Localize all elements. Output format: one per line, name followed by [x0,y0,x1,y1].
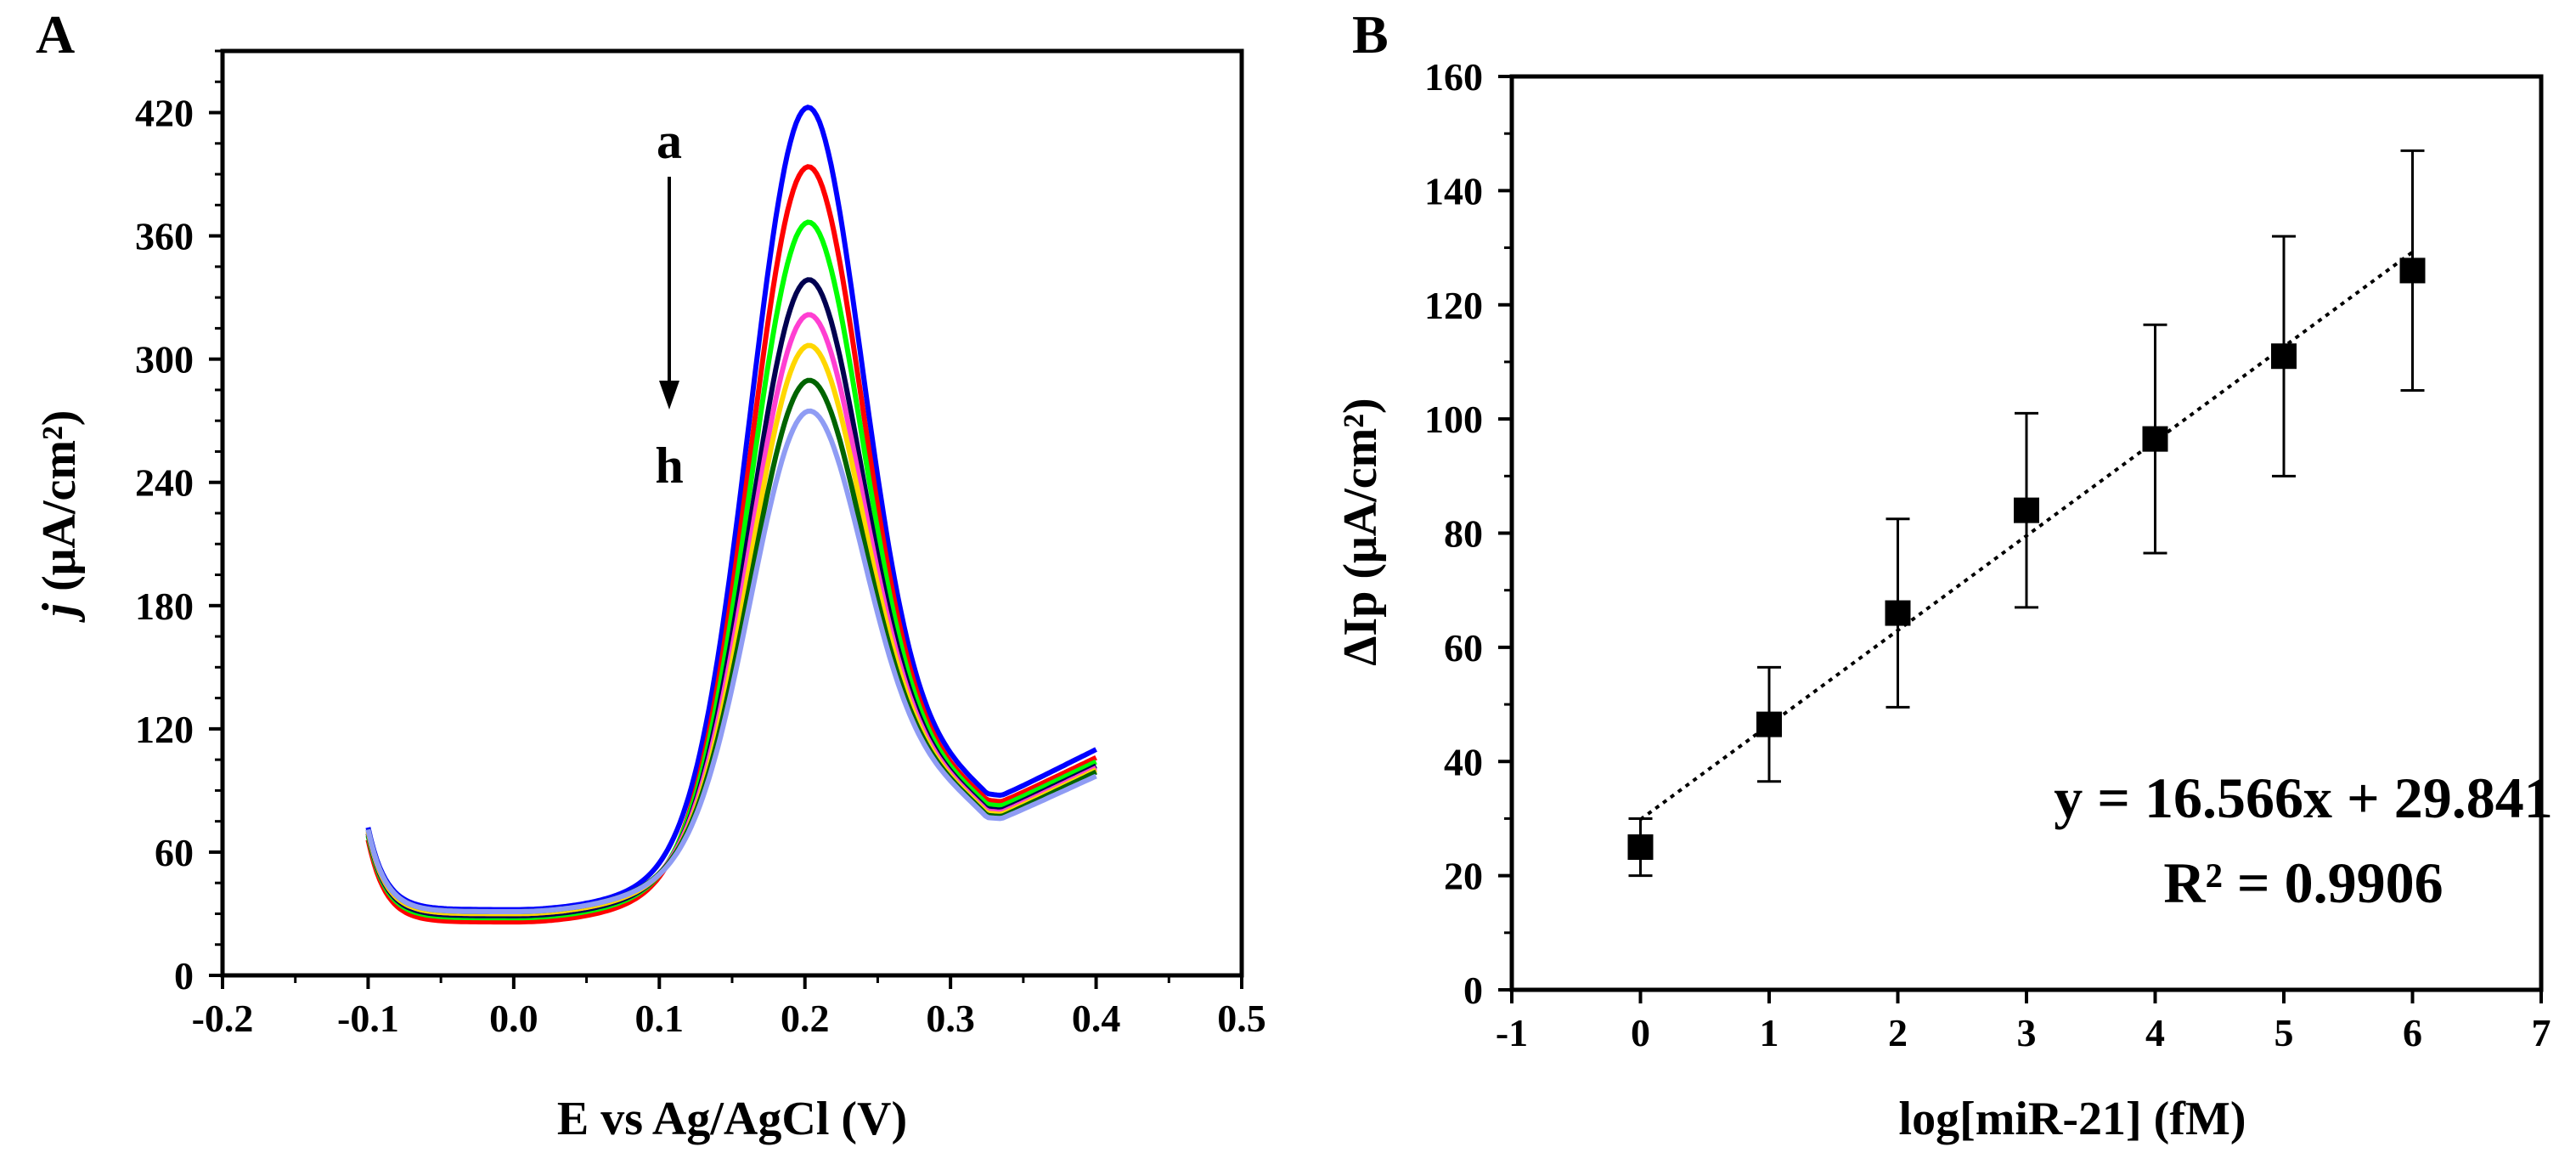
x-tick-label: 2 [1888,1011,1908,1054]
x-tick-label: 1 [1760,1011,1779,1054]
data-point [1756,711,1782,737]
panel-b-x-title: log[miR-21] (fM) [1899,1093,2246,1145]
data-point [1885,600,1911,626]
arrow-head [659,381,679,410]
x-tick-label: -0.2 [192,997,254,1040]
panel-b-y-title: ΔIp (μA/cm²) [1334,398,1387,665]
panel-b-y-axis: 0 20 40 60 80 100 120 140 160 [1424,55,1512,1012]
panel-a-y-title-rest: (μA/cm²) [33,410,86,603]
panel-a-x-axis: -0.2 -0.1 0.0 0.1 0.2 0.3 0.4 0.5 [192,975,1266,1040]
y-tick-label: 140 [1424,169,1483,212]
x-tick-label: 4 [2145,1011,2165,1054]
y-tick-label: 0 [174,954,194,997]
y-tick-label: 300 [135,338,194,381]
arrow-top-label: a [657,113,682,169]
x-tick-label: 0.2 [781,997,830,1040]
panel-a-y-axis: 0 60 120 180 240 300 360 420 [135,49,223,997]
x-tick-label: 7 [2532,1011,2551,1054]
series-b-line [365,164,1097,925]
y-tick-label: 120 [135,708,194,751]
panel-a-label: A [36,4,75,65]
data-point [1627,834,1654,861]
x-tick-label: 0.4 [1072,997,1121,1040]
panel-b-x-axis: -1 0 1 2 3 4 5 6 7 [1496,990,2551,1054]
data-point [2271,343,2297,370]
series-h-line [365,408,1097,914]
y-tick-label: 40 [1444,740,1483,783]
x-tick-label: 0.0 [489,997,538,1040]
panel-a-y-title-italic: j [33,602,86,623]
y-tick-label: 20 [1444,855,1483,898]
x-tick-label: 0 [1631,1011,1650,1054]
x-tick-label: 0.3 [926,997,975,1040]
fit-r2: R² = 0.9906 [2163,850,2443,915]
x-tick-label: -0.1 [337,997,399,1040]
arrow-bottom-label: h [655,438,683,494]
x-tick-label: -1 [1496,1011,1528,1054]
y-tick-label: 420 [135,92,194,135]
y-tick-label: 180 [135,585,194,628]
data-point [2399,257,2426,284]
y-tick-label: 60 [1444,626,1483,670]
fit-equation: y = 16.566x + 29.841 [2054,766,2553,830]
y-tick-label: 120 [1424,284,1483,327]
x-tick-label: 5 [2274,1011,2294,1054]
x-tick-label: 0.5 [1217,997,1266,1040]
y-tick-label: 360 [135,215,194,258]
panel-a: A -0.2 -0.1 0.0 0.1 0.2 0.3 0.4 0.5 0 60 120 180 24… [33,4,1266,1145]
y-tick-label: 80 [1444,512,1483,556]
y-tick-label: 0 [1463,969,1483,1012]
y-tick-label: 100 [1424,398,1483,441]
panel-a-x-title: E vs Ag/AgCl (V) [557,1093,907,1145]
x-tick-label: 0.1 [635,997,685,1040]
panel-a-series [365,105,1097,925]
data-point [2014,497,2039,523]
panel-b-label: B [1352,4,1389,65]
y-tick-label: 240 [135,461,194,505]
x-tick-label: 6 [2403,1011,2422,1054]
x-tick-label: 3 [2017,1011,2037,1054]
panel-b: B -1 0 1 2 3 4 5 6 7 0 20 40 60 80 100 120 140 160 y = 1… [1334,4,2553,1145]
panel-a-y-title: j (μA/cm²) [33,410,86,624]
data-point [2142,426,2168,452]
series-a-line [365,105,1097,913]
panel-a-frame [220,48,1244,978]
panel-b-points [1627,149,2426,878]
y-tick-label: 60 [155,831,194,874]
y-tick-label: 160 [1424,55,1483,99]
